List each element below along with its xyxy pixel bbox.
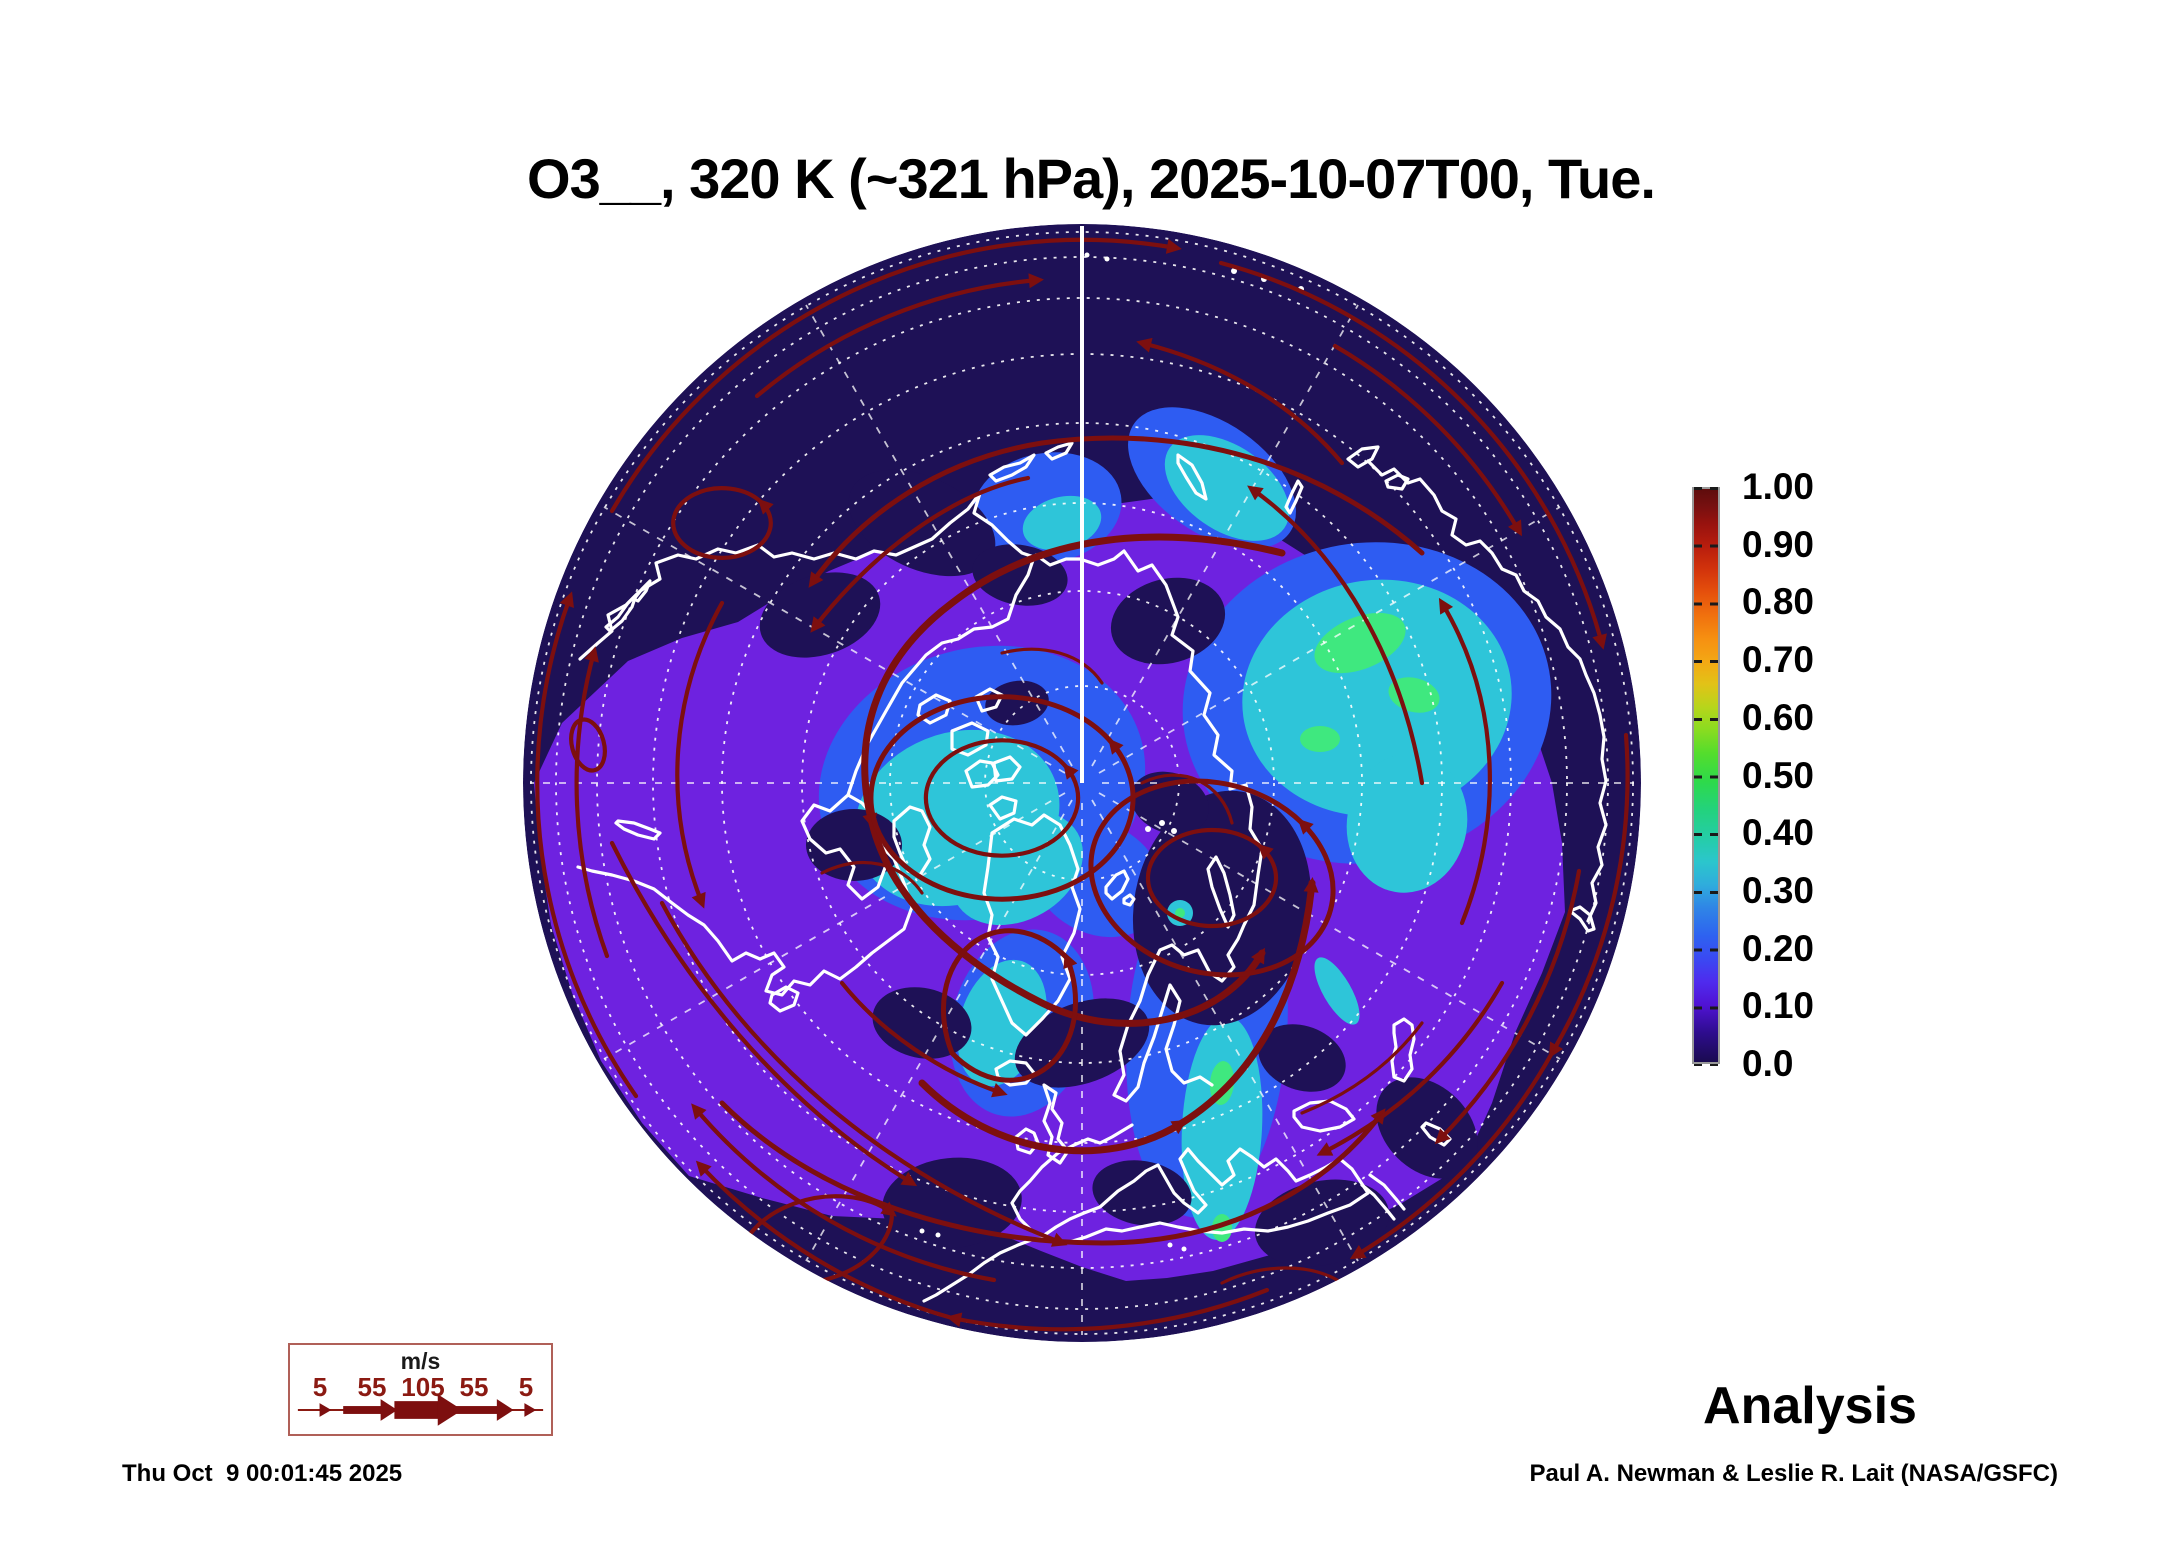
colorbar-ticks-left [1694, 487, 1702, 1066]
colorbar-label: 0.60 [1742, 696, 1815, 738]
wind-legend-units: m/s [400, 1348, 441, 1374]
colorbar-label: 0.80 [1742, 581, 1815, 623]
analysis-label: Analysis [1703, 1377, 1917, 1435]
coastlines [576, 252, 1608, 1303]
colorbar-label: 0.0 [1742, 1043, 1794, 1084]
wind-speed-legend: m/s 5 55 105 55 5 [288, 1343, 553, 1436]
wind-legend-value: 55 [459, 1372, 489, 1402]
polar-ozone-globe [523, 224, 1641, 1342]
wind-legend-value: 105 [401, 1372, 445, 1402]
colorbar-label: 0.20 [1742, 927, 1815, 969]
wind-streamlines [535, 237, 1630, 1332]
generation-timestamp: Thu Oct 9 00:01:45 2025 [122, 1460, 403, 1487]
wind-legend-value: 5 [312, 1372, 328, 1402]
colorbar-label: 0.90 [1742, 523, 1815, 565]
wind-legend-arrow-scale [297, 1394, 544, 1426]
wind-legend-value: 5 [518, 1372, 534, 1402]
globe-layers [523, 224, 1641, 1342]
colorbar-label: 0.10 [1742, 985, 1815, 1027]
colorbar-label: 0.50 [1742, 754, 1815, 796]
credit-line: Paul A. Newman & Leslie R. Lait (NASA/GS… [1529, 1460, 2058, 1487]
colorbar-ticks-right [1710, 487, 1718, 1066]
wind-legend-value: 55 [357, 1372, 387, 1402]
colorbar-label: 0.70 [1742, 639, 1815, 681]
figure-title: O3__, 320 K (~321 hPa), 2025-10-07T00, T… [527, 147, 1656, 210]
ozone-max-dot [1167, 900, 1193, 926]
globe-map [522, 223, 1642, 1343]
colorbar-label: 0.40 [1742, 812, 1815, 854]
colorbar-label: 0.30 [1742, 869, 1815, 911]
colorbar: 1.00 0.90 0.80 0.70 0.60 0.50 0.40 0.30 … [1692, 468, 1814, 1083]
colorbar-label: 1.00 [1742, 466, 1815, 507]
